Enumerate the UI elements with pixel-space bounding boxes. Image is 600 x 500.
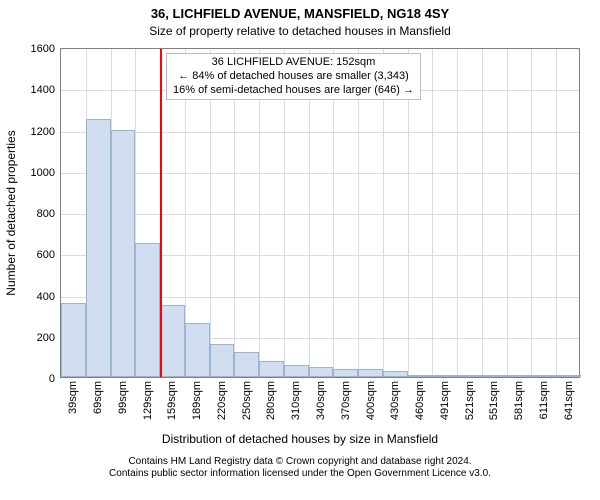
x-tick-label: 250sqm	[241, 381, 253, 420]
bar	[61, 303, 86, 377]
x-tick-label: 521sqm	[464, 381, 476, 420]
y-tick-label: 600	[37, 249, 55, 261]
bar	[482, 375, 507, 377]
grid-line-v	[507, 49, 508, 377]
page-subtitle: Size of property relative to detached ho…	[0, 24, 600, 38]
x-tick-label: 581sqm	[513, 381, 525, 420]
plot-area: 0200400600800100012001400160039sqm69sqm9…	[60, 48, 580, 378]
bar	[507, 375, 532, 377]
x-tick-label: 460sqm	[414, 381, 426, 420]
x-tick-label: 220sqm	[216, 381, 228, 420]
bar	[259, 361, 284, 378]
x-tick-label: 340sqm	[315, 381, 327, 420]
bar	[111, 130, 136, 378]
legend-line-1: 36 LICHFIELD AVENUE: 152sqm	[173, 56, 414, 70]
x-tick-label: 69sqm	[92, 381, 104, 414]
y-axis-label: Number of detached properties	[4, 130, 18, 295]
bar	[457, 375, 482, 377]
y-tick-label: 1400	[31, 84, 55, 96]
x-tick-label: 189sqm	[191, 381, 203, 420]
footer-line-1: Contains HM Land Registry data © Crown c…	[0, 456, 600, 468]
grid-line-v	[482, 49, 483, 377]
x-tick-label: 39sqm	[67, 381, 79, 414]
chart-container: 36, LICHFIELD AVENUE, MANSFIELD, NG18 4S…	[0, 0, 600, 500]
bar	[408, 375, 433, 377]
x-tick-label: 310sqm	[290, 381, 302, 420]
grid-line-h	[61, 132, 579, 133]
footer: Contains HM Land Registry data © Crown c…	[0, 456, 600, 480]
legend-line-3: 16% of semi-detached houses are larger (…	[173, 84, 414, 98]
y-tick-label: 0	[49, 373, 55, 385]
x-tick-label: 551sqm	[488, 381, 500, 420]
bar	[284, 365, 309, 377]
legend-line-2: ← 84% of detached houses are smaller (3,…	[173, 70, 414, 84]
grid-line-v	[556, 49, 557, 377]
x-tick-label: 641sqm	[563, 381, 575, 420]
y-tick-label: 1600	[31, 43, 55, 55]
bar	[309, 367, 334, 377]
x-tick-label: 400sqm	[365, 381, 377, 420]
bar	[185, 323, 210, 377]
grid-line-v	[432, 49, 433, 377]
bar	[135, 243, 160, 377]
bar	[333, 369, 358, 377]
bar	[432, 375, 457, 377]
legend-box: 36 LICHFIELD AVENUE: 152sqm ← 84% of det…	[166, 53, 421, 100]
bar	[358, 369, 383, 377]
x-tick-label: 99sqm	[117, 381, 129, 414]
bar	[86, 119, 111, 377]
x-tick-label: 129sqm	[142, 381, 154, 420]
x-tick-label: 159sqm	[166, 381, 178, 420]
bar	[383, 371, 408, 377]
bar	[556, 375, 581, 377]
y-tick-label: 1000	[31, 167, 55, 179]
x-tick-label: 491sqm	[439, 381, 451, 420]
bar	[160, 305, 185, 377]
bar	[210, 344, 235, 377]
grid-line-h	[61, 214, 579, 215]
y-tick-label: 1200	[31, 126, 55, 138]
x-axis-label: Distribution of detached houses by size …	[0, 432, 600, 446]
bar	[531, 375, 556, 377]
x-tick-label: 611sqm	[538, 381, 550, 419]
x-tick-label: 430sqm	[389, 381, 401, 420]
y-tick-label: 200	[37, 332, 55, 344]
marker-line	[160, 49, 162, 377]
x-tick-label: 370sqm	[340, 381, 352, 420]
y-tick-label: 400	[37, 291, 55, 303]
page-title: 36, LICHFIELD AVENUE, MANSFIELD, NG18 4S…	[0, 6, 600, 21]
bar	[234, 352, 259, 377]
x-tick-label: 280sqm	[265, 381, 277, 420]
grid-line-v	[457, 49, 458, 377]
y-tick-label: 800	[37, 208, 55, 220]
grid-line-v	[531, 49, 532, 377]
grid-line-h	[61, 173, 579, 174]
footer-line-2: Contains public sector information licen…	[0, 468, 600, 480]
